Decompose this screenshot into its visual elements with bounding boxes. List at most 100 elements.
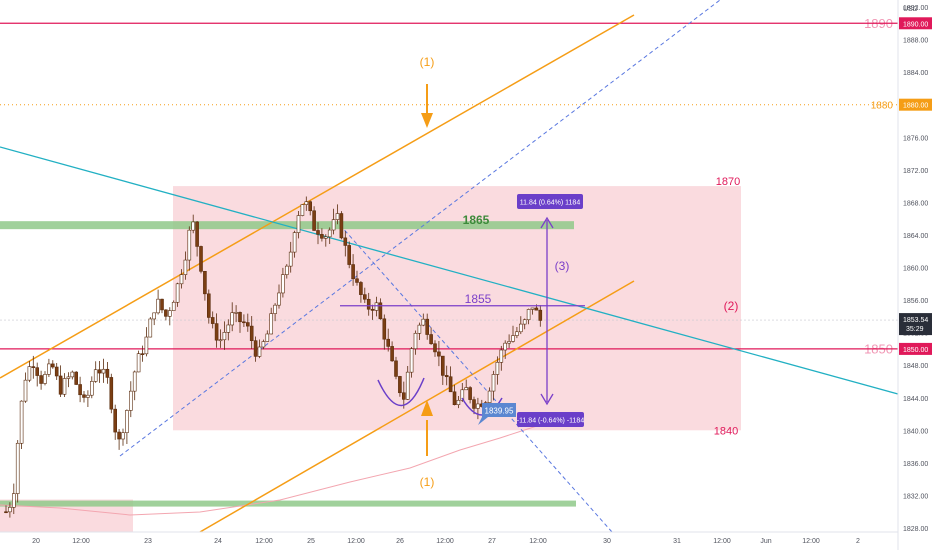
- price-axis: USD 1828.00 1832.00 1836.00 1840.00 1844.00 18…: [897, 0, 932, 550]
- arrow-up-head: [421, 400, 433, 416]
- candle-body-down: [97, 369, 102, 374]
- candle-body-up: [218, 339, 223, 342]
- candle: [222, 321, 227, 350]
- candle-body-up: [511, 335, 515, 342]
- candle: [335, 204, 340, 225]
- candle: [214, 313, 219, 348]
- candle-body-up: [226, 324, 231, 333]
- candle: [421, 313, 426, 327]
- sr-label-1865: 1865: [463, 213, 490, 227]
- candle: [136, 350, 141, 373]
- candle: [62, 373, 67, 397]
- candle-body-down: [425, 318, 430, 335]
- candle-body-up: [86, 394, 90, 398]
- candle-body-up: [152, 312, 156, 320]
- candle: [370, 304, 375, 320]
- current-price-text: 1853.54: [903, 317, 928, 324]
- candle: [476, 397, 480, 420]
- candle: [125, 409, 129, 444]
- candle: [50, 360, 55, 369]
- candle-body-up: [292, 232, 297, 253]
- candle-body-up: [171, 301, 176, 311]
- candle-body-down: [343, 237, 348, 246]
- y-tick-label: 1892.00: [903, 5, 928, 12]
- candle-body-up: [23, 379, 28, 402]
- candle-body-up: [460, 389, 465, 401]
- price-bubble: [478, 403, 516, 425]
- price-tag-1890: [899, 17, 932, 30]
- candle-body-down: [440, 355, 445, 376]
- candle: [273, 303, 277, 322]
- price-bubble-text: 1839.95: [485, 407, 514, 416]
- candle: [43, 371, 47, 386]
- candle-body-down: [160, 298, 164, 311]
- candle: [261, 339, 266, 350]
- candle-body-up: [222, 332, 227, 341]
- shoulder-arc-left: [377, 377, 425, 407]
- y-tick-label: 1876.00: [903, 135, 928, 142]
- candle-body-up: [487, 390, 492, 403]
- candle-body-up: [464, 387, 469, 391]
- support-resistance-bars: 1865: [0, 213, 576, 507]
- candle-body-up: [405, 371, 410, 400]
- candle: [464, 379, 469, 391]
- candle-body-up: [136, 353, 141, 373]
- candle: [74, 371, 78, 386]
- candle: [394, 356, 398, 380]
- y-tick-label: 1884.00: [903, 70, 928, 77]
- candle-body-up: [421, 318, 426, 326]
- candle: [417, 322, 422, 340]
- sr-bar-1831: [0, 500, 576, 507]
- candle-body-up: [90, 381, 94, 396]
- candle: [284, 264, 289, 279]
- x-tick-label: 26: [396, 538, 404, 545]
- candle-body-up: [265, 333, 270, 342]
- candle-body-up: [191, 221, 195, 231]
- candle: [343, 231, 348, 257]
- candle: [331, 208, 336, 235]
- candle-body-down: [117, 431, 121, 440]
- candle-body-down: [347, 245, 352, 265]
- price-tag-text-1890: 1890.00: [903, 21, 928, 28]
- candle: [257, 339, 262, 359]
- candle-body-up: [503, 342, 508, 351]
- candle: [440, 355, 445, 385]
- candle: [530, 307, 535, 315]
- candle-body-up: [526, 309, 531, 321]
- measure-arrow-down: [540, 393, 554, 406]
- y-tick-label: 1836.00: [903, 461, 928, 468]
- candle-body-down: [534, 307, 539, 311]
- candle: [86, 390, 90, 408]
- candle: [70, 370, 75, 380]
- candle-body-down: [35, 367, 40, 376]
- candle: [179, 269, 184, 289]
- candle: [405, 366, 410, 400]
- x-tick-label: 12:00: [347, 538, 365, 545]
- candle-body-down: [308, 201, 313, 212]
- candle-body-down: [370, 308, 375, 311]
- candle-body-down: [203, 271, 207, 295]
- candle: [156, 289, 160, 315]
- candle: [339, 211, 344, 240]
- trend-lines: [0, 0, 899, 533]
- candle-body-down: [164, 309, 168, 317]
- candle: [230, 302, 234, 332]
- candle: [31, 355, 36, 379]
- wave-label-1-top: (1): [420, 55, 435, 69]
- candle: [82, 391, 86, 403]
- x-tick-label: 12:00: [255, 538, 273, 545]
- candle: [269, 307, 274, 335]
- axis-bg: [898, 0, 932, 550]
- candle-body-up: [374, 302, 379, 311]
- candle: [472, 396, 476, 415]
- candle: [171, 300, 176, 311]
- y-tick-label: 1860.00: [903, 266, 928, 273]
- candle-body-up: [66, 376, 71, 379]
- price-tag-text-1880: 1880.00: [903, 103, 928, 110]
- candles: [4, 196, 543, 518]
- candle-body-up: [156, 298, 160, 314]
- candle: [39, 370, 43, 390]
- candle-body-up: [230, 312, 234, 326]
